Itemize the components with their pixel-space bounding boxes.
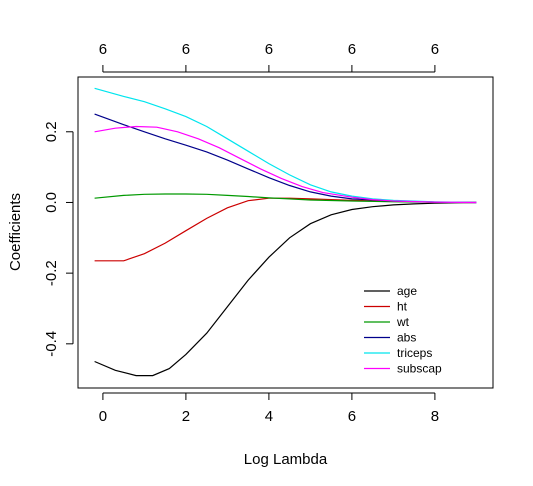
x-axis-bottom: 0 2 4 6 8 [99,392,439,425]
legend-label: wt [396,315,410,329]
top-tick-label: 6 [99,41,107,58]
series-line-subscap [94,125,477,204]
x-tick-label: 0 [99,408,107,425]
plot-frame [77,76,494,389]
legend-label: subscap [397,362,442,376]
top-tick-label: 6 [265,41,273,58]
y-axis-left: -0.4 -0.2 0.0 0.2 [43,121,74,357]
legend-label: age [397,284,417,298]
x-tick-label: 8 [431,408,439,425]
top-tick-label: 6 [431,41,439,58]
top-tick-label: 6 [348,41,356,58]
top-tick-label: 6 [182,41,190,58]
legend-label: ht [397,300,408,314]
y-tick-label: -0.2 [43,260,60,286]
x-tick-label: 2 [182,408,190,425]
x-tick-label: 6 [348,408,356,425]
legend-item-wt: wt [364,315,410,329]
legend-item-age: age [364,284,417,298]
x-axis-title: Log Lambda [244,451,328,468]
series-line-triceps [94,87,477,204]
x-axis-top: 6 6 6 6 6 [99,41,439,73]
x-tick-label: 4 [265,408,273,425]
y-tick-label: 0.2 [43,121,60,142]
legend-item-ht: ht [364,300,408,314]
y-tick-label: -0.4 [43,331,60,357]
y-tick-label: 0.0 [43,192,60,213]
series-lines [94,87,477,377]
series-line-wt [94,193,477,204]
series-line-age [94,201,477,377]
legend-label: triceps [397,346,432,360]
legend-item-triceps: triceps [364,346,432,360]
y-axis-title: Coefficients [7,193,24,271]
legend-item-abs: abs [364,331,416,345]
legend-label: abs [397,331,416,345]
series-line-ht [94,197,477,262]
legend-item-subscap: subscap [364,362,442,376]
